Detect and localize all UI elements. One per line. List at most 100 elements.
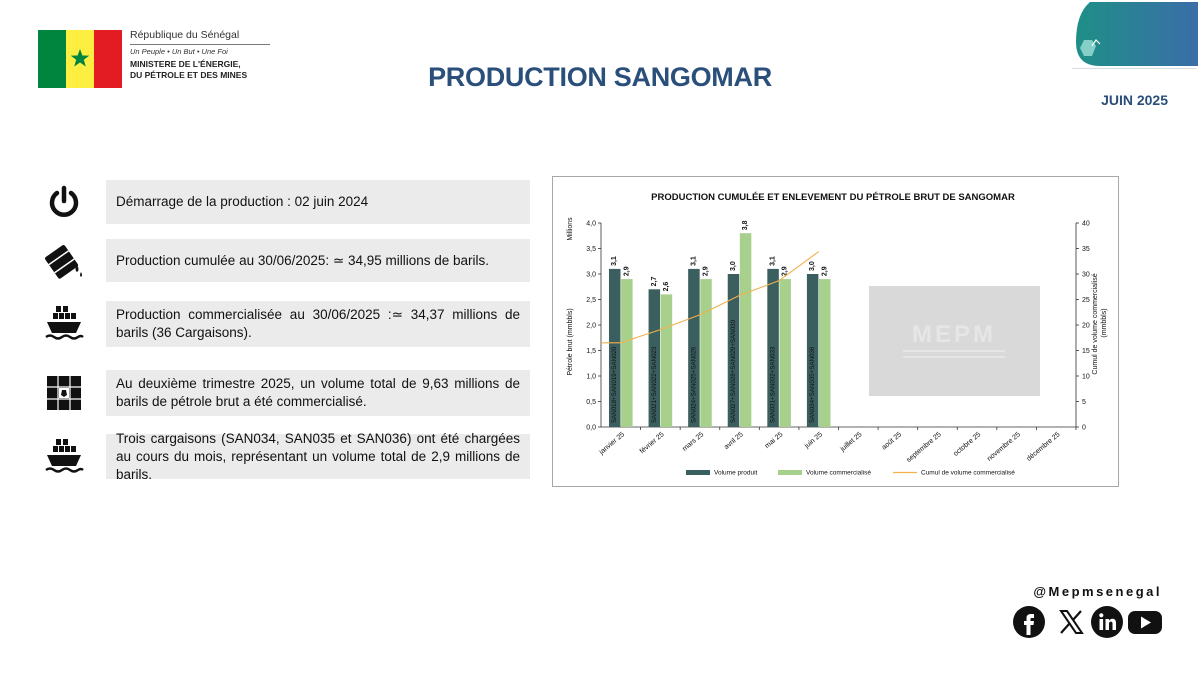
bar-commercialise [739,233,752,427]
bar-value-label: 2,9 [703,266,710,276]
cargo-ship-icon [40,301,88,345]
cargo-annotation: SAN018+SAN019+SAN020 [611,346,618,423]
x-tick-label: octobre 25 [952,431,982,458]
x-tick-label: avril 25 [723,431,745,451]
y-tick-label: 1,5 [586,348,596,355]
y-tick-label: 1,0 [586,374,596,381]
bar-produit [806,274,819,427]
info-row-start: Démarrage de la production : 02 juin 202… [40,180,530,224]
youtube-icon[interactable] [1126,605,1164,639]
bar-commercialise [819,279,831,427]
bar-value-label: 3,1 [611,256,618,266]
x-tick-label: mars 25 [681,431,705,453]
x-tick-label: juin 25 [803,431,824,450]
y2-tick-label: 40 [1082,221,1090,228]
info-row-commercialized: Production commercialisée au 30/06/2025 … [40,301,530,347]
cargo-annotation: SAN021+SAN022+SAN023 [651,346,658,423]
x-tick-label: décembre 25 [1026,431,1062,463]
x-tick-label: août 25 [881,431,903,451]
bar-value-label: 3,1 [770,256,777,266]
y2-tick-label: 10 [1082,374,1090,381]
bar-commercialise [779,279,791,427]
y2-tick-label: 35 [1082,246,1090,253]
ministry-logo: République du Sénégal Un Peuple • Un But… [38,28,270,90]
cumulative-line [601,251,820,344]
y-tick-label: 4,0 [586,221,596,228]
bar-produit [688,268,700,427]
y2-axis-label: Cumul de volume commercialisé (mmbbls) [1092,271,1108,374]
x-tick-label: février 25 [639,431,666,455]
social-handle: @Mepmsenegal [1033,584,1162,599]
ministry-name-line2: DU PÉTROLE ET DES MINES [130,70,248,80]
production-chart: PRODUCTION CUMULÉE ET ENLEVEMENT DU PÉTR… [552,176,1119,487]
bar-value-label: 3,0 [809,261,816,271]
x-icon[interactable] [1054,605,1088,639]
y2-tick-label: 5 [1082,399,1086,406]
legend-label: Volume commercialisé [806,470,871,477]
watermark-box [869,286,1040,396]
corner-divider [1072,68,1196,69]
chart-legend: Volume produit Volume commercialisé Cumul … [686,470,1015,477]
info-row-monthly-cargoes: Trois cargaisons (SAN034, SAN035 et SAN0… [40,431,530,482]
bar-produit [608,268,621,427]
cargo-annotation: SAN034+SAN035+SAN036 [809,346,816,423]
bar-commercialise [660,294,673,427]
bar-value-label: 2,9 [821,266,828,276]
bar-produit [727,274,740,427]
bar-value-label: 2,6 [663,282,670,292]
ministry-name-line1: MINISTERE DE L'ÉNERGIE, [130,59,241,69]
republic-label: République du Sénégal [130,29,240,41]
info-row-quarter: Au deuxième trimestre 2025, un volume to… [40,370,530,416]
legend-swatch [778,470,802,475]
bar-value-label: 2,7 [651,276,658,286]
x-tick-label: novembre 25 [986,431,1022,463]
facebook-icon[interactable] [1012,605,1046,639]
cargo-annotation: SAN024+SAN025+SAN026 [690,346,697,423]
y-tick-label: 0,0 [586,425,596,432]
cargo-annotation: SAN027+SAN028+SAN029+SAN030 [730,319,737,423]
y2-tick-label: 15 [1082,348,1090,355]
x-tick-label: janvier 25 [598,431,627,457]
cargo-ship-icon [40,434,88,478]
brand-corner-badge [1076,2,1198,66]
senegal-flag [38,30,122,88]
y2-tick-label: 25 [1082,297,1090,304]
bar-produit [767,268,779,427]
y2-tick-label: 30 [1082,272,1090,279]
y-tick-label: 3,5 [586,246,596,253]
y2-tick-label: 0 [1082,425,1086,432]
info-text: Trois cargaisons (SAN034, SAN035 et SAN0… [106,431,530,482]
bar-produit [648,289,661,427]
x-tick-label: juillet 25 [839,431,864,454]
bar-value-label: 2,9 [782,266,789,276]
x-tick-label: mai 25 [764,431,785,450]
power-icon [40,180,88,224]
linkedin-icon[interactable] [1090,605,1124,639]
national-motto: Un Peuple • Un But • Une Foi [130,44,270,57]
cargo-annotation: SAN031+SAN032+SAN033 [770,346,777,423]
bar-value-label: 2,9 [623,266,630,276]
report-date: JUIN 2025 [1101,92,1168,108]
watermark-text: MEPM [912,321,996,348]
legend-label: Volume produit [714,470,758,477]
bar-value-label: 3,8 [742,220,749,230]
bar-value-label: 3,0 [730,261,737,271]
star-icon [70,49,90,67]
chart-title: PRODUCTION CUMULÉE ET ENLEVEMENT DU PÉTR… [651,192,1015,203]
bar-value-label: 3,1 [690,256,697,266]
y-axis-label: Pétrole brut (mmbbls) [567,308,574,375]
y-tick-label: 3,0 [586,272,596,279]
barrels-stack-icon [40,371,88,415]
chart-bars: 3,1 2,7 3,1 3,0 3,1 3,0 2,9 2,6 2,9 3,8 2,9 2,9 SAN0… [608,220,831,427]
legend-swatch [686,470,710,475]
info-text: Production cumulée au 30/06/2025: ≃ 34,9… [106,239,530,282]
bar-commercialise [700,279,712,427]
social-icons [1012,605,1164,641]
legend-label: Cumul de volume commercialisé [921,470,1015,477]
bar-commercialise [621,279,633,427]
x-tick-label: septembre 25 [905,431,942,464]
y-tick-label: 0,5 [586,399,596,406]
info-row-cumulative: Production cumulée au 30/06/2025: ≃ 34,9… [40,239,530,282]
info-text: Démarrage de la production : 02 juin 202… [106,180,530,224]
